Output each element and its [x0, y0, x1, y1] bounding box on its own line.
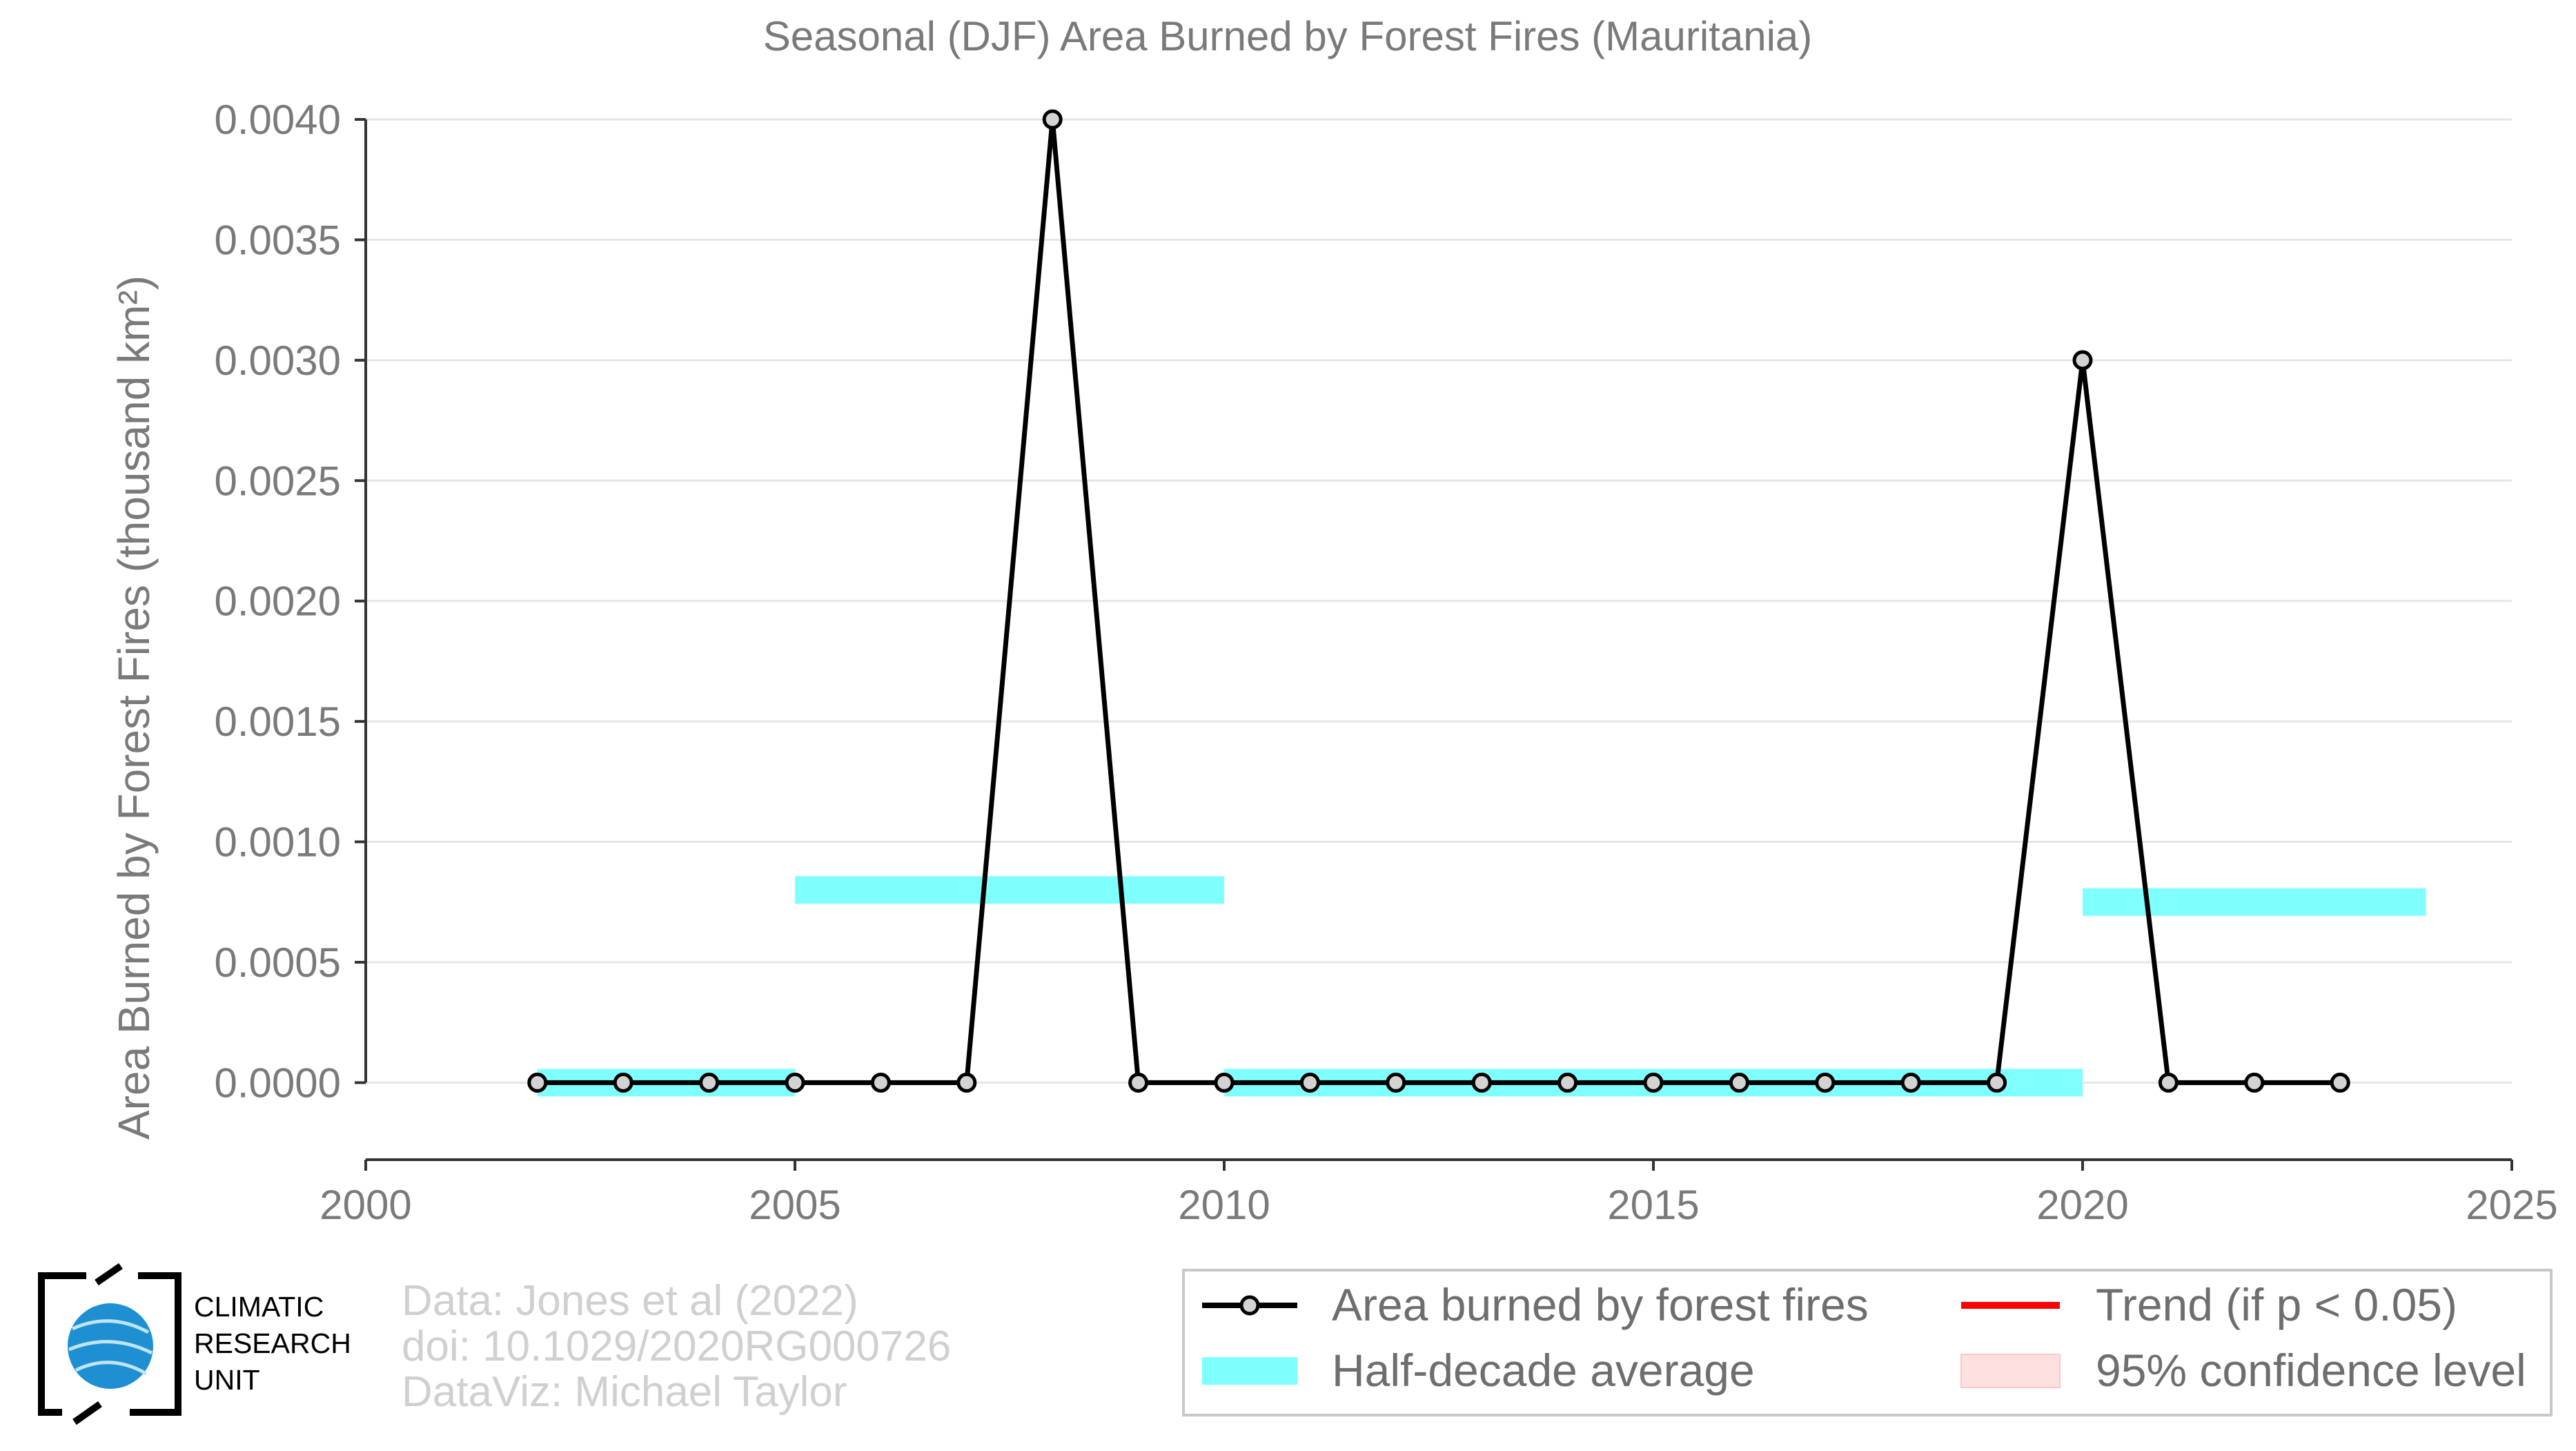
half-decade-average-bar	[795, 876, 1224, 904]
legend-box	[1182, 1269, 2553, 1416]
x-tick-label: 2020	[2036, 1182, 2128, 1228]
data-point	[1643, 1072, 1664, 1093]
x-tick-label: 2010	[1178, 1182, 1270, 1228]
credit-doi: doi: 10.1029/2020RG000726	[402, 1323, 951, 1370]
x-tick-label: 2005	[749, 1182, 840, 1228]
logo-line-3: UNIT	[194, 1364, 260, 1396]
data-point	[1128, 1072, 1149, 1093]
data-point	[785, 1072, 805, 1093]
series-line-group	[537, 117, 2341, 1085]
half-decade-average-bars	[537, 876, 2426, 1097]
data-point	[1900, 1072, 1921, 1093]
y-tick-label: 0.0035	[214, 217, 341, 263]
legend-label-series: Area burned by forest fires	[1332, 1279, 1869, 1330]
chart-title: Seasonal (DJF) Area Burned by Forest Fir…	[763, 13, 1813, 59]
y-axis-title: Area Burned by Forest Fires (thousand km…	[109, 275, 159, 1140]
data-point	[956, 1072, 977, 1093]
y-tick-label: 0.0005	[214, 939, 341, 986]
half-decade-average-bar	[2083, 888, 2426, 916]
data-point	[1214, 1072, 1235, 1093]
legend: Area burned by forest fires Trend (if p …	[1182, 1269, 2553, 1416]
logo-line-2: RESEARCH	[194, 1327, 351, 1359]
cru-logo: CLIMATIC RESEARCH UNIT	[38, 1263, 351, 1425]
legend-item-trend: Trend (if p < 0.05)	[1961, 1279, 2457, 1330]
legend-marker	[1239, 1295, 1260, 1316]
y-tick-label: 0.0000	[214, 1060, 341, 1106]
y-tick-label: 0.0025	[214, 458, 341, 504]
series-line	[537, 117, 2341, 1085]
data-point	[1729, 1072, 1749, 1093]
credit-dataviz: DataViz: Michael Taylor	[402, 1368, 847, 1416]
data-point	[2158, 1072, 2179, 1093]
data-point	[1386, 1072, 1406, 1093]
legend-item-half-decade: Half-decade average	[1202, 1345, 1755, 1396]
y-axis: 0.0000 0.0005 0.0010 0.0015 0.0020 0.0025 0.00…	[214, 97, 367, 1106]
x-axis: 2000 2005 2010 2015 2020 2025	[319, 1158, 2558, 1228]
data-point	[613, 1072, 633, 1093]
data-point	[2244, 1072, 2265, 1093]
x-tick-label: 2015	[1607, 1182, 1699, 1228]
series-points	[527, 109, 2350, 1093]
data-point	[2072, 350, 2093, 371]
data-point	[1557, 1072, 1578, 1093]
data-point	[1299, 1072, 1320, 1093]
data-point	[527, 1072, 548, 1093]
x-tick-label: 2000	[319, 1182, 411, 1228]
legend-item-confidence: 95% confidence level	[1960, 1345, 2526, 1396]
data-point	[2330, 1072, 2350, 1093]
data-point	[1042, 109, 1063, 130]
x-tick-label: 2025	[2466, 1182, 2557, 1228]
data-point	[1815, 1072, 1836, 1093]
logo-line-1: CLIMATIC	[194, 1291, 324, 1323]
legend-item-series: Area burned by forest fires	[1202, 1279, 1869, 1330]
data-point	[699, 1072, 720, 1093]
y-tick-label: 0.0020	[214, 578, 341, 625]
legend-label-confidence: 95% confidence level	[2096, 1345, 2526, 1396]
y-tick-label: 0.0015	[214, 699, 341, 745]
credit-data: Data: Jones et al (2022)	[402, 1277, 858, 1325]
legend-label-half-decade: Half-decade average	[1332, 1345, 1755, 1396]
y-tick-label: 0.0030	[214, 338, 341, 384]
data-point	[870, 1072, 891, 1093]
legend-label-trend: Trend (if p < 0.05)	[2096, 1279, 2457, 1330]
data-point	[1987, 1072, 2007, 1093]
y-tick-label: 0.0040	[214, 97, 341, 143]
data-point	[1471, 1072, 1492, 1093]
y-tick-label: 0.0010	[214, 819, 341, 866]
y-gridlines	[366, 118, 2512, 1084]
